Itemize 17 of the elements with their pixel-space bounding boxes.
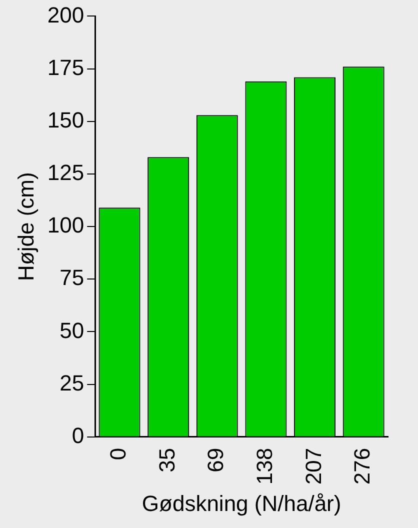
- y-axis-title: Højde (cm): [13, 172, 38, 281]
- y-tick-label: 50: [60, 318, 84, 343]
- y-tick-label: 100: [47, 212, 84, 238]
- x-tick-label: 0: [106, 448, 131, 460]
- y-tick-label: 150: [47, 107, 84, 132]
- x-tick-label: 138: [252, 448, 278, 485]
- x-tick-label: 69: [203, 448, 228, 472]
- y-tick-label: 200: [47, 2, 84, 28]
- y-tick-label: 25: [60, 370, 84, 396]
- y-tick-label: 0: [72, 422, 84, 448]
- y-tick-label: 75: [60, 265, 84, 290]
- x-tick-label: 207: [300, 448, 326, 485]
- y-tick-label: 125: [47, 160, 84, 186]
- y-tick-label: 175: [47, 54, 84, 80]
- x-tick-label: 276: [350, 448, 375, 485]
- x-axis-title: Gødskning (N/ha/år): [142, 490, 342, 516]
- x-tick-label: 35: [154, 448, 180, 472]
